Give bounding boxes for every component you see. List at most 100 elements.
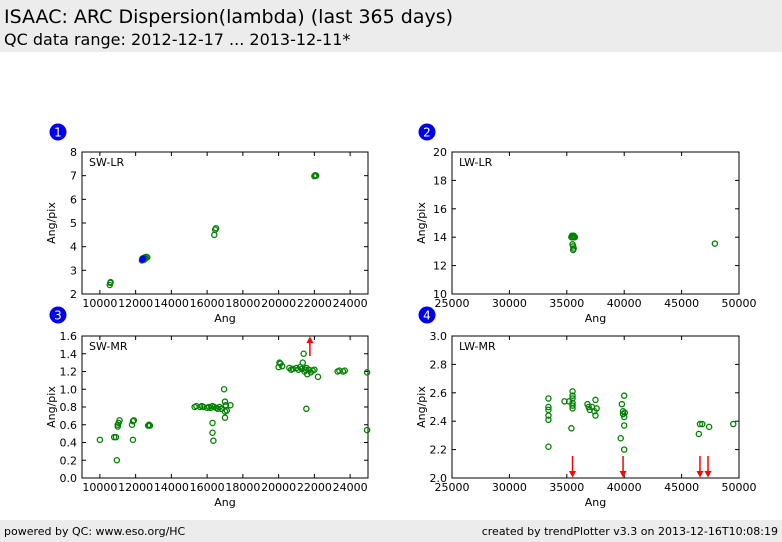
panel-label: LW-MR <box>459 340 496 353</box>
panel-label: SW-MR <box>89 340 128 353</box>
y-tick-label: 2 <box>70 288 77 301</box>
page-subtitle: QC data range: 2012-12-17 ... 2013-12-11… <box>4 30 351 49</box>
y-tick-label: 0.8 <box>60 401 78 414</box>
x-axis-label: Ang <box>585 496 606 509</box>
panel-label: SW-LR <box>89 156 125 169</box>
y-tick-label: 2.2 <box>430 444 448 457</box>
plot-frame <box>81 151 369 295</box>
data-point <box>112 433 120 441</box>
y-tick-label: 2.4 <box>430 415 448 428</box>
data-point <box>300 350 307 357</box>
y-tick-label: 20 <box>433 146 447 159</box>
footer-generator: created by trendPlotter v3.3 on 2013-12-… <box>481 525 778 538</box>
highlight-point <box>140 255 147 262</box>
y-tick-label: 0.6 <box>60 419 78 432</box>
y-tick-label: 1.2 <box>60 366 78 379</box>
data-point <box>312 172 320 179</box>
x-tick-label: 18000 <box>225 297 260 310</box>
data-point <box>299 359 307 366</box>
x-tick-label: 10000 <box>82 297 117 310</box>
plot-panel-2: 25000 30000 35000 40000 45000 50000 10 12 14 16 18… <box>415 123 757 325</box>
panel-badge-circle <box>49 306 67 324</box>
y-tick-label: 10 <box>433 288 447 301</box>
data-point <box>363 426 371 434</box>
data-point <box>620 422 628 429</box>
y-axis-label: Ang/pix <box>45 202 58 244</box>
data-point <box>569 395 576 402</box>
plot-frame <box>451 335 740 479</box>
x-tick-label: 14000 <box>154 481 189 494</box>
data-point <box>220 385 228 393</box>
data-point <box>227 401 234 409</box>
data-point <box>303 405 310 413</box>
panel-badge-circle <box>49 123 67 141</box>
data-point <box>545 412 552 419</box>
x-tick-label: 25000 <box>435 481 470 494</box>
data-point <box>107 278 114 286</box>
x-tick-label: 20000 <box>261 481 296 494</box>
x-tick-label: 24000 <box>333 481 368 494</box>
plot-frame <box>451 151 740 295</box>
data-point <box>571 233 579 241</box>
data-point <box>278 362 286 370</box>
data-point <box>620 446 628 453</box>
data-point <box>696 420 704 428</box>
x-tick-label: 25000 <box>435 297 470 310</box>
y-tick-label: 2.6 <box>430 387 448 400</box>
data-point <box>211 231 218 239</box>
x-tick-label: 45000 <box>664 481 699 494</box>
data-point <box>620 413 628 421</box>
data-point <box>130 417 138 424</box>
y-tick-label: 12 <box>433 260 447 273</box>
x-tick-label: 22000 <box>297 481 332 494</box>
panel-badge-circle <box>418 123 436 141</box>
data-point <box>617 434 625 442</box>
data-point <box>209 419 216 427</box>
y-tick-label: 5 <box>70 217 77 230</box>
data-point <box>341 367 349 374</box>
data-point <box>545 395 552 402</box>
outlier-arrowhead-down <box>569 471 577 478</box>
data-point <box>620 392 628 399</box>
x-tick-label: 16000 <box>190 297 225 310</box>
outlier-arrowhead-down <box>619 471 627 478</box>
data-point <box>296 363 304 371</box>
data-point <box>145 421 153 428</box>
data-point <box>545 403 552 411</box>
data-point <box>618 400 626 408</box>
data-point <box>592 396 599 404</box>
y-tick-label: 7 <box>70 170 77 183</box>
data-point <box>699 420 706 428</box>
data-point <box>210 437 217 444</box>
y-tick-label: 2.8 <box>430 358 448 371</box>
data-point <box>314 373 322 381</box>
y-tick-label: 0.4 <box>60 437 78 450</box>
panel-badge-number: 3 <box>54 309 62 323</box>
data-point <box>221 414 229 421</box>
plot-panel-1: 10000 12000 14000 16000 18000 20000 22000 24000… <box>45 123 369 325</box>
y-tick-label: 1.0 <box>60 383 78 396</box>
data-point <box>113 456 121 464</box>
data-point <box>593 405 600 412</box>
data-point <box>214 405 222 413</box>
x-tick-label: 40000 <box>607 481 642 494</box>
panel-label: LW-LR <box>459 156 493 169</box>
y-tick-label: 18 <box>433 174 447 187</box>
x-tick-label: 50000 <box>722 481 757 494</box>
x-tick-label: 45000 <box>664 297 699 310</box>
data-point <box>569 402 576 409</box>
y-axis-label: Ang/pix <box>415 202 428 244</box>
x-axis-label: Ang <box>214 312 235 325</box>
header-band: ISAAC: ARC Dispersion(lambda) (last 365 … <box>0 0 782 52</box>
footer-band: powered by QC: www.eso.org/HC created by… <box>0 520 782 542</box>
y-tick-label: 1.6 <box>60 330 78 343</box>
data-point <box>545 416 552 424</box>
data-point <box>569 388 576 395</box>
data-point <box>96 436 104 444</box>
x-tick-label: 18000 <box>225 481 260 494</box>
data-point <box>129 436 137 444</box>
y-tick-label: 1.4 <box>60 348 78 361</box>
x-tick-label: 50000 <box>722 297 757 310</box>
x-tick-label: 12000 <box>118 481 153 494</box>
